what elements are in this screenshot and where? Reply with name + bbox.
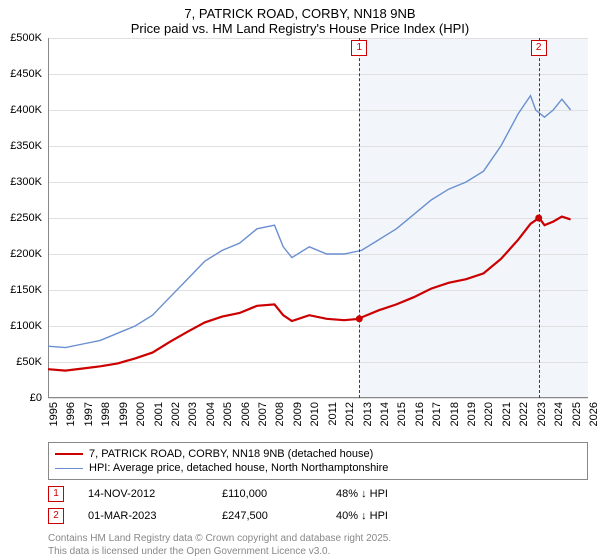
y-tick-label: £200K [10, 248, 42, 260]
legend-row: HPI: Average price, detached house, Nort… [55, 461, 581, 475]
x-tick-label: 1998 [100, 402, 112, 426]
y-tick-label: £150K [10, 284, 42, 296]
chart-container: 7, PATRICK ROAD, CORBY, NN18 9NB Price p… [0, 0, 600, 560]
legend: 7, PATRICK ROAD, CORBY, NN18 9NB (detach… [48, 442, 588, 480]
sale-row: 2 01-MAR-2023 £247,500 40% ↓ HPI [48, 508, 588, 524]
sale-date: 01-MAR-2023 [88, 510, 198, 522]
chart-area: 12 £0£50K£100K£150K£200K£250K£300K£350K£… [48, 38, 588, 398]
legend-label-price: 7, PATRICK ROAD, CORBY, NN18 9NB (detach… [89, 448, 373, 460]
sales-list: 1 14-NOV-2012 £110,000 48% ↓ HPI 2 01-MAR-202… [0, 486, 600, 524]
x-tick-label: 2007 [257, 402, 269, 426]
sale-hpi: 40% ↓ HPI [336, 510, 436, 522]
footer: Contains HM Land Registry data © Crown c… [48, 532, 588, 558]
y-axis-labels: £0£50K£100K£150K£200K£250K£300K£350K£400… [0, 38, 44, 398]
y-tick-label: £100K [10, 320, 42, 332]
x-tick-label: 1997 [83, 402, 95, 426]
x-tick-label: 2023 [536, 402, 548, 426]
sale-marker-line [539, 38, 540, 398]
sale-hpi: 48% ↓ HPI [336, 488, 436, 500]
y-tick-label: £450K [10, 68, 42, 80]
x-tick-label: 2004 [205, 402, 217, 426]
y-tick-label: £50K [16, 356, 42, 368]
series-hpi [48, 96, 571, 348]
legend-swatch-hpi [55, 468, 83, 469]
x-tick-label: 2022 [518, 402, 530, 426]
x-tick-label: 2013 [362, 402, 374, 426]
x-tick-label: 2026 [588, 402, 600, 426]
x-tick-label: 2002 [170, 402, 182, 426]
sale-price: £247,500 [222, 510, 312, 522]
footer-line1: Contains HM Land Registry data © Crown c… [48, 532, 588, 545]
legend-row: 7, PATRICK ROAD, CORBY, NN18 9NB (detach… [55, 447, 581, 461]
x-tick-label: 2017 [431, 402, 443, 426]
x-tick-label: 2020 [483, 402, 495, 426]
sale-marker-badge: 2 [531, 40, 547, 56]
sale-price: £110,000 [222, 488, 312, 500]
sale-num-badge: 2 [48, 508, 64, 524]
sale-num-badge: 1 [48, 486, 64, 502]
x-axis-labels: 1995 1996 1997 1998 1999 2000 2001 2002 2003 2004… [48, 398, 588, 438]
x-tick-label: 2015 [396, 402, 408, 426]
title-subtitle: Price paid vs. HM Land Registry's House … [0, 21, 600, 36]
y-tick-label: £0 [30, 392, 42, 404]
x-tick-label: 2005 [222, 402, 234, 426]
y-tick-label: £250K [10, 212, 42, 224]
x-tick-label: 2021 [501, 402, 513, 426]
x-tick-label: 2018 [449, 402, 461, 426]
footer-line2: This data is licensed under the Open Gov… [48, 545, 588, 558]
sale-date: 14-NOV-2012 [88, 488, 198, 500]
x-tick-label: 2010 [309, 402, 321, 426]
legend-label-hpi: HPI: Average price, detached house, Nort… [89, 462, 388, 474]
chart-svg [48, 38, 588, 398]
y-tick-label: £500K [10, 32, 42, 44]
x-tick-label: 1996 [65, 402, 77, 426]
sale-marker-line [359, 38, 360, 398]
x-tick-label: 2025 [571, 402, 583, 426]
x-tick-label: 2011 [327, 402, 339, 426]
sale-row: 1 14-NOV-2012 £110,000 48% ↓ HPI [48, 486, 588, 502]
legend-swatch-price [55, 453, 83, 455]
x-tick-label: 2001 [153, 402, 165, 426]
sale-marker-badge: 1 [351, 40, 367, 56]
y-tick-label: £400K [10, 104, 42, 116]
x-tick-label: 2019 [466, 402, 478, 426]
y-tick-label: £350K [10, 140, 42, 152]
y-tick-label: £300K [10, 176, 42, 188]
x-tick-label: 2006 [240, 402, 252, 426]
title-address: 7, PATRICK ROAD, CORBY, NN18 9NB [0, 6, 600, 21]
x-tick-label: 2012 [344, 402, 356, 426]
series-price_paid [48, 217, 571, 371]
x-tick-label: 1995 [48, 402, 60, 426]
x-tick-label: 2014 [379, 402, 391, 426]
x-tick-label: 2024 [553, 402, 565, 426]
plot-region: 12 [48, 38, 588, 398]
x-tick-label: 1999 [118, 402, 130, 426]
x-tick-label: 2003 [187, 402, 199, 426]
x-tick-label: 2016 [414, 402, 426, 426]
title-block: 7, PATRICK ROAD, CORBY, NN18 9NB Price p… [0, 0, 600, 38]
x-tick-label: 2008 [274, 402, 286, 426]
x-tick-label: 2000 [135, 402, 147, 426]
x-tick-label: 2009 [292, 402, 304, 426]
